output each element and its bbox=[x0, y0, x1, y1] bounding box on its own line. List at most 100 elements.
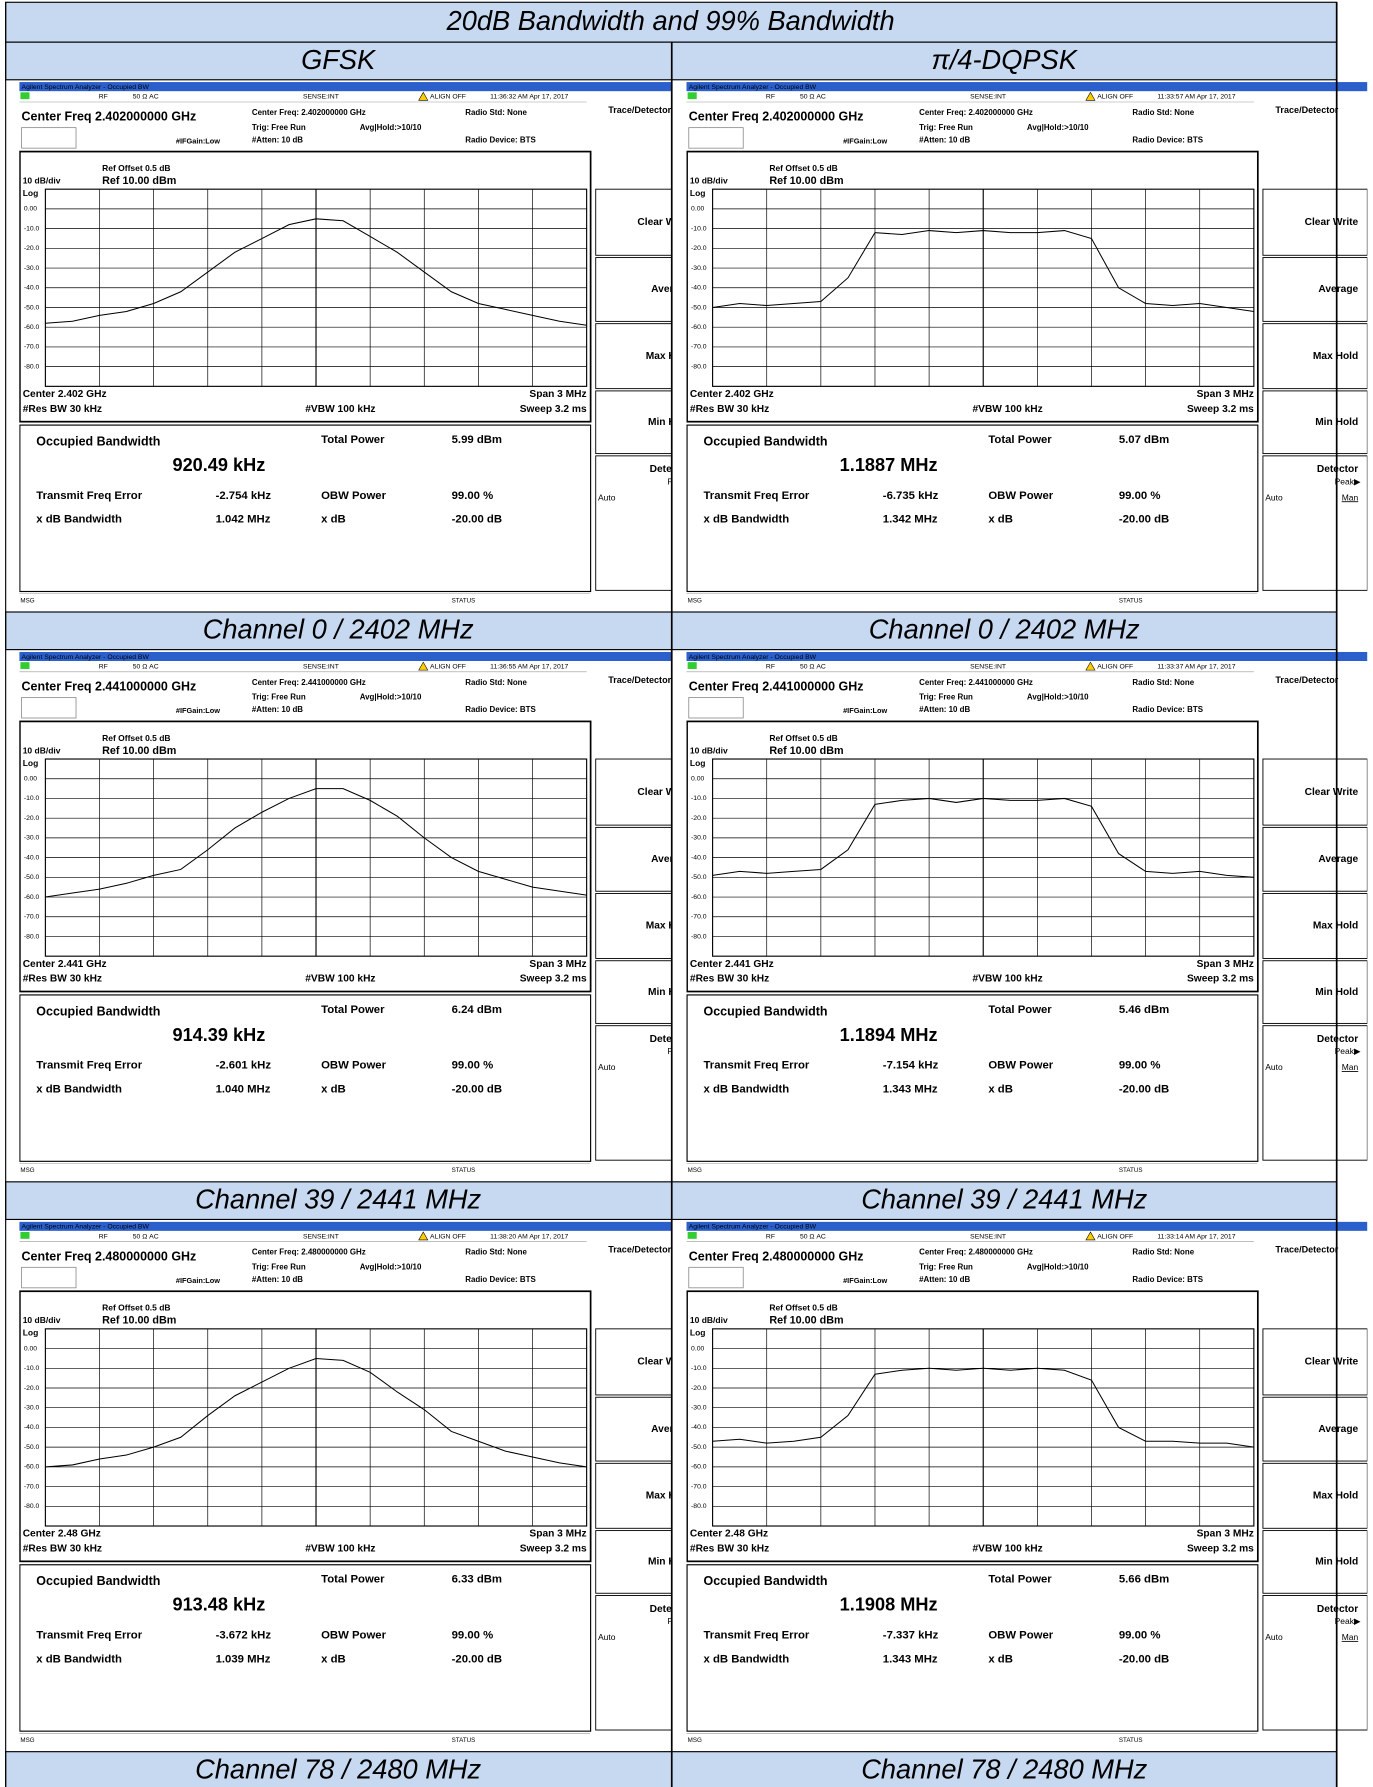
y-tick-label: -10.0 bbox=[691, 225, 707, 232]
rbw: #Res BW 30 kHz bbox=[23, 974, 102, 985]
ref-offset: Ref Offset 0.5 dB bbox=[769, 163, 837, 173]
y-tick-label: -10.0 bbox=[691, 795, 707, 802]
input-box bbox=[22, 128, 76, 149]
status: STATUS bbox=[1119, 1737, 1143, 1744]
status-align: ALIGN OFF bbox=[430, 94, 466, 101]
softkey[interactable] bbox=[596, 1026, 700, 1160]
softkey-title: Trace/Detector bbox=[1275, 1245, 1338, 1255]
y-tick-label: -60.0 bbox=[24, 324, 40, 331]
label: Transmit Freq Error bbox=[36, 1629, 142, 1641]
span: Span 3 MHz bbox=[529, 959, 586, 970]
y-tick-label: -80.0 bbox=[691, 1503, 707, 1510]
msg: MSG bbox=[688, 1737, 702, 1744]
label: OBW Power bbox=[321, 1629, 386, 1641]
span: Span 3 MHz bbox=[529, 1529, 586, 1540]
status-time: 11:33:57 AM Apr 17, 2017 bbox=[1157, 94, 1235, 101]
softkey[interactable] bbox=[596, 1397, 700, 1461]
ref-level: Ref 10.00 dBm bbox=[102, 1315, 176, 1327]
softkey-label: Average bbox=[1318, 1424, 1358, 1435]
softkey-label: Min Hold bbox=[648, 417, 691, 428]
value: -20.00 dB bbox=[1119, 1084, 1169, 1096]
info: Radio Device: BTS bbox=[1132, 135, 1203, 144]
info: Trig: Free Run bbox=[919, 123, 973, 132]
status-imp: 50 Ω AC bbox=[133, 94, 159, 101]
app-title: Agilent Spectrum Analyzer - Occupied BW bbox=[22, 654, 150, 661]
value: -20.00 dB bbox=[1119, 514, 1169, 526]
lxi-icon bbox=[20, 92, 29, 99]
y-tick-label: -60.0 bbox=[24, 1464, 40, 1471]
label: Occupied Bandwidth bbox=[36, 1574, 160, 1588]
analyzer-screen: Agilent Spectrum Analyzer - Occupied BWR… bbox=[687, 1222, 1368, 1752]
analyzer-screen: Agilent Spectrum Analyzer - Occupied BWR… bbox=[687, 652, 1368, 1182]
ref-level: Ref 10.00 dBm bbox=[769, 175, 843, 187]
status-align: ALIGN OFF bbox=[430, 663, 466, 670]
label: x dB Bandwidth bbox=[704, 1653, 790, 1665]
info: Radio Std: None bbox=[465, 678, 527, 687]
screens: Agilent Spectrum Analyzer - Occupied BW R… bbox=[19, 82, 1367, 1752]
softkey[interactable] bbox=[596, 1596, 700, 1730]
center-freq: Center Freq 2.441000000 GHz bbox=[22, 680, 197, 694]
info: Avg|Hold:>10/10 bbox=[360, 123, 422, 132]
value: 5.66 dBm bbox=[1119, 1574, 1169, 1586]
y-tick-label: 0.00 bbox=[691, 206, 704, 213]
status: STATUS bbox=[1119, 1167, 1143, 1174]
value: 99.00 % bbox=[452, 1629, 494, 1641]
softkey[interactable] bbox=[596, 827, 700, 891]
column-header: GFSK bbox=[301, 44, 377, 75]
status-sense: SENSE:INT bbox=[303, 94, 339, 101]
status-time: 11:36:55 AM Apr 17, 2017 bbox=[490, 663, 568, 670]
status-imp: 50 Ω AC bbox=[133, 663, 159, 670]
value: -7.337 kHz bbox=[883, 1629, 939, 1641]
label: x dB bbox=[321, 514, 346, 526]
label: x dB Bandwidth bbox=[36, 1653, 122, 1665]
analyzer-screen: Agilent Spectrum Analyzer - Occupied BWR… bbox=[687, 82, 1368, 612]
center: Center 2.441 GHz bbox=[690, 959, 774, 970]
y-tick-label: -80.0 bbox=[24, 363, 40, 370]
y-tick-label: -50.0 bbox=[24, 304, 40, 311]
obw-value: 1.1894 MHz bbox=[840, 1025, 938, 1045]
log-label: Log bbox=[23, 1328, 39, 1338]
msg: MSG bbox=[20, 597, 34, 604]
y-tick-label: -60.0 bbox=[691, 1464, 707, 1471]
status-rf: RF bbox=[766, 94, 775, 101]
softkey[interactable] bbox=[596, 258, 700, 322]
label: Occupied Bandwidth bbox=[36, 1004, 160, 1018]
softkey[interactable] bbox=[596, 456, 700, 590]
lxi-icon bbox=[688, 662, 697, 669]
label: Total Power bbox=[321, 434, 385, 446]
ref-offset: Ref Offset 0.5 dB bbox=[102, 1303, 170, 1313]
vbw: #VBW 100 kHz bbox=[972, 404, 1042, 415]
sweep: Sweep 3.2 ms bbox=[520, 1544, 587, 1555]
status-align: ALIGN OFF bbox=[1097, 1233, 1133, 1240]
input-box bbox=[22, 697, 76, 718]
value: -2.754 kHz bbox=[216, 490, 272, 502]
softkey-label: Detector bbox=[1317, 464, 1358, 475]
y-tick-label: -40.0 bbox=[691, 1424, 707, 1431]
log-label: Log bbox=[23, 758, 39, 768]
input-box bbox=[689, 128, 743, 149]
status-sense: SENSE:INT bbox=[970, 94, 1006, 101]
rbw: #Res BW 30 kHz bbox=[23, 404, 102, 415]
info: #IFGain:Low bbox=[176, 136, 220, 145]
info: Trig: Free Run bbox=[252, 1262, 306, 1271]
label: Transmit Freq Error bbox=[704, 1060, 810, 1072]
analyzer-screen: Agilent Spectrum Analyzer - Occupied BW R… bbox=[19, 652, 700, 1182]
y-tick-label: -60.0 bbox=[24, 894, 40, 901]
center: Center 2.441 GHz bbox=[23, 959, 107, 970]
softkey-label: Detector bbox=[1317, 1604, 1358, 1615]
softkey-label: Max Hold bbox=[1313, 1491, 1358, 1502]
status-sense: SENSE:INT bbox=[303, 663, 339, 670]
info: #Atten: 10 dB bbox=[919, 135, 970, 144]
log-label: Log bbox=[690, 1328, 706, 1338]
info: #IFGain:Low bbox=[176, 706, 220, 715]
ref-level: Ref 10.00 dBm bbox=[102, 745, 176, 757]
sweep: Sweep 3.2 ms bbox=[1187, 974, 1254, 985]
softkey-sub: Auto bbox=[1265, 1062, 1283, 1072]
softkey-label: Clear Write bbox=[1305, 217, 1359, 228]
log-label: Log bbox=[690, 188, 706, 198]
softkey-label: Average bbox=[1318, 284, 1358, 295]
label: x dB Bandwidth bbox=[704, 1084, 790, 1096]
softkey-label: Clear Write bbox=[637, 217, 691, 228]
info: #Atten: 10 dB bbox=[919, 1275, 970, 1284]
rbw: #Res BW 30 kHz bbox=[690, 404, 769, 415]
